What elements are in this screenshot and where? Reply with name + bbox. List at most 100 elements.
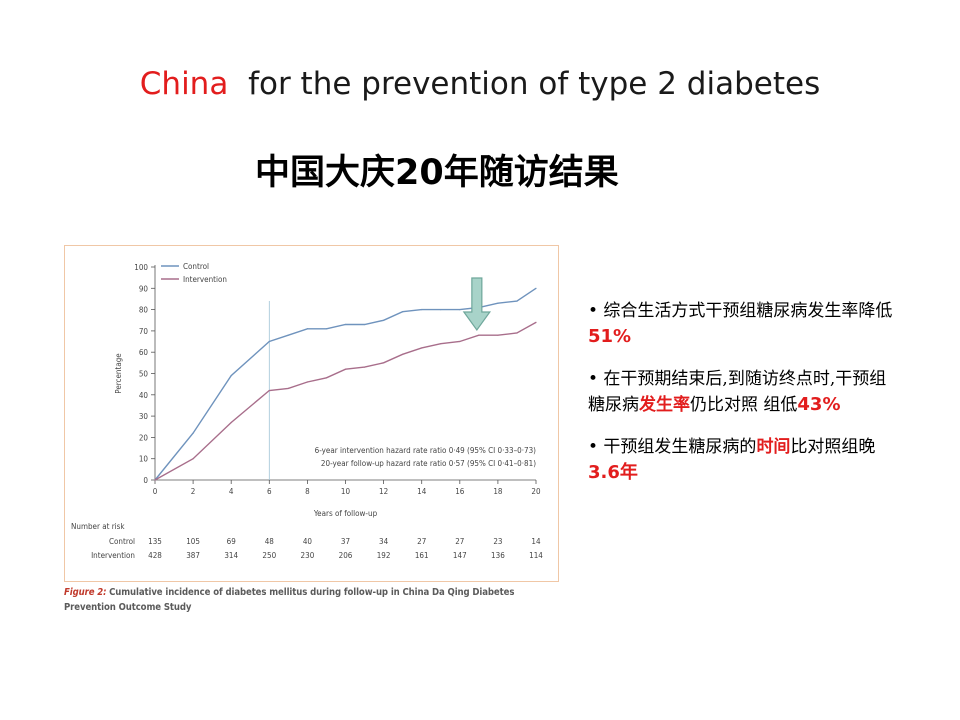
bullet-2-text: • 在干预期结束后,到随访终点时,干预组糖尿病 xyxy=(588,369,887,415)
x-tick-label: 12 xyxy=(379,487,388,496)
data-point xyxy=(478,334,480,336)
data-point xyxy=(268,340,270,343)
risk-value: 105 xyxy=(186,537,200,546)
bullet-list: • 综合生活方式干预组糖尿病发生率降低 51% • 在干预期结束后,到随访终点时,… xyxy=(588,298,898,502)
data-point xyxy=(363,366,366,368)
risk-value: 136 xyxy=(491,551,505,560)
data-point xyxy=(421,309,423,311)
x-tick-label: 0 xyxy=(153,487,158,496)
x-tick-label: 18 xyxy=(493,487,503,496)
risk-value: 48 xyxy=(265,537,275,546)
bullet-item-1: • 综合生活方式干预组糖尿病发生率降低 51% xyxy=(588,298,898,350)
risk-value: 135 xyxy=(148,537,162,546)
data-point xyxy=(402,353,404,355)
data-point xyxy=(287,334,289,336)
number-at-risk-label: Number at risk xyxy=(71,522,125,531)
data-point xyxy=(535,287,537,289)
risk-value: 40 xyxy=(303,537,313,546)
x-tick-label: 8 xyxy=(305,487,310,496)
data-point xyxy=(440,343,442,345)
bullet-1-text: • 综合生活方式干预组糖尿病发生率降低 xyxy=(588,301,893,321)
series-line-intervention xyxy=(154,321,537,481)
risk-value: 27 xyxy=(455,537,464,546)
risk-value: 161 xyxy=(415,551,429,560)
title-highlight: China xyxy=(139,66,229,102)
x-tick-label: 2 xyxy=(191,487,196,496)
bullet-2-middle: 仍比对照 组低 xyxy=(690,395,798,415)
y-tick-label: 70 xyxy=(139,327,149,336)
data-point xyxy=(325,328,328,330)
y-tick-label: 30 xyxy=(139,412,149,421)
x-axis-label: Years of follow-up xyxy=(313,509,378,518)
risk-value: 192 xyxy=(377,551,391,560)
bullet-3-highlight: 3.6年 xyxy=(588,462,638,483)
bullet-2-highlight: 43% xyxy=(797,394,841,415)
y-tick-label: 90 xyxy=(139,284,149,293)
legend-label-intervention: Intervention xyxy=(183,275,227,284)
cumulative-incidence-chart: 0 10 20 30 40 50 60 70 80 90 100 0 2 4 6 8 10 12 14 16 18 20 P… xyxy=(71,262,543,560)
risk-value: 69 xyxy=(227,537,237,546)
data-point xyxy=(325,377,328,379)
figure-caption: Figure 2: Cumulative incidence of diabet… xyxy=(64,585,564,615)
data-point xyxy=(154,479,156,481)
data-point xyxy=(344,368,347,370)
data-point xyxy=(421,347,423,349)
data-point xyxy=(287,387,289,390)
y-tick-label: 10 xyxy=(139,455,149,464)
data-point xyxy=(230,421,232,424)
data-point xyxy=(230,375,232,377)
risk-value: 23 xyxy=(493,537,502,546)
legend-label-control: Control xyxy=(183,262,209,271)
caption-text: Cumulative incidence of diabetes mellitu… xyxy=(64,587,515,613)
bullet-item-2: • 在干预期结束后,到随访终点时,干预组糖尿病发生率仍比对照 组低43% xyxy=(588,366,898,418)
y-tick-label: 40 xyxy=(139,391,149,400)
bullet-2-highlight-term: 发生率 xyxy=(639,395,690,415)
data-point xyxy=(306,328,308,330)
figure-panel: 0 10 20 30 40 50 60 70 80 90 100 0 2 4 6 8 10 12 14 16 18 20 P… xyxy=(64,245,559,582)
data-point xyxy=(535,321,537,323)
risk-row-label: Intervention xyxy=(91,551,135,560)
risk-value: 37 xyxy=(341,537,350,546)
data-point xyxy=(383,319,385,321)
risk-value: 387 xyxy=(186,551,200,560)
y-tick-label: 50 xyxy=(139,370,149,379)
x-tick-label: 6 xyxy=(267,487,272,496)
risk-value: 428 xyxy=(148,551,162,560)
risk-value: 34 xyxy=(379,537,389,546)
y-tick-label: 100 xyxy=(134,263,148,272)
risk-value: 147 xyxy=(453,551,467,560)
data-point xyxy=(516,300,518,302)
data-point xyxy=(192,458,194,460)
risk-value: 314 xyxy=(224,551,238,560)
data-point xyxy=(497,334,499,336)
y-axis-label: Percentage xyxy=(114,353,123,394)
data-point xyxy=(440,309,442,311)
x-tick-label: 10 xyxy=(341,487,351,496)
data-point xyxy=(344,323,347,326)
data-point xyxy=(363,323,366,326)
data-point xyxy=(402,311,404,313)
down-arrow-icon xyxy=(462,277,492,332)
y-tick-label: 60 xyxy=(139,348,149,357)
risk-value: 114 xyxy=(529,551,543,560)
bullet-item-3: • 干预组发生糖尿病的时间比对照组晚 3.6年 xyxy=(588,434,898,486)
risk-value: 230 xyxy=(301,551,315,560)
data-point xyxy=(383,362,385,364)
risk-row-label: Control xyxy=(109,537,135,546)
data-point xyxy=(268,389,270,392)
x-tick-label: 20 xyxy=(531,487,541,496)
data-point xyxy=(516,332,518,334)
x-tick-label: 16 xyxy=(455,487,465,496)
y-tick-label: 20 xyxy=(139,433,149,442)
data-point xyxy=(459,340,461,343)
risk-value: 14 xyxy=(531,537,541,546)
bullet-1-highlight: 51% xyxy=(588,326,632,347)
x-tick-label: 14 xyxy=(417,487,427,496)
data-point xyxy=(459,309,461,311)
bullet-3-highlight-term: 时间 xyxy=(756,437,791,457)
bullet-3-text: • 干预组发生糖尿病的 xyxy=(588,437,757,457)
slide-title: China for the prevention of type 2 diabe… xyxy=(0,66,960,102)
risk-value: 27 xyxy=(417,537,426,546)
y-tick-label: 80 xyxy=(139,306,149,315)
caption-label: Figure 2: xyxy=(64,587,107,598)
